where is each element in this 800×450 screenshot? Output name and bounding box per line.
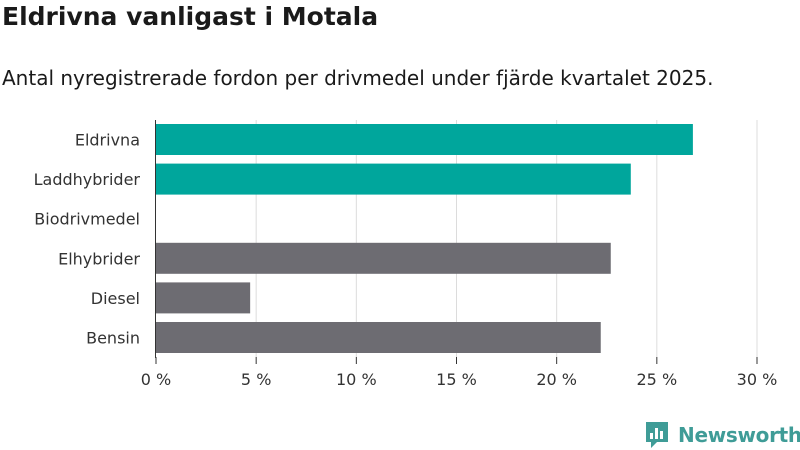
tick-label: 20 % <box>536 370 577 389</box>
bar <box>156 282 251 314</box>
tick-label: 30 % <box>737 370 778 389</box>
tick-label: 5 % <box>241 370 271 389</box>
chart-title: Eldrivna vanligast i Motala <box>2 2 379 31</box>
tick-label: 0 % <box>141 370 171 389</box>
chart-subtitle: Antal nyregistrerade fordon per drivmede… <box>2 66 714 90</box>
category-label: Bensin <box>86 329 140 348</box>
category-label: Eldrivna <box>75 131 140 150</box>
bar <box>156 124 693 155</box>
category-label: Laddhybrider <box>34 170 141 189</box>
newsworthy-logo-icon <box>646 422 668 448</box>
bar <box>156 322 601 353</box>
category-label: Biodrivmedel <box>34 210 140 229</box>
bar <box>156 242 611 274</box>
bar <box>156 163 631 195</box>
tick-label: 10 % <box>336 370 377 389</box>
category-label: Diesel <box>91 289 140 308</box>
brand-name: Newsworthy <box>678 423 800 447</box>
tick-label: 15 % <box>436 370 477 389</box>
category-label: Elhybrider <box>58 249 140 268</box>
tick-label: 25 % <box>637 370 678 389</box>
brand-logo: Newsworthy <box>644 420 800 450</box>
